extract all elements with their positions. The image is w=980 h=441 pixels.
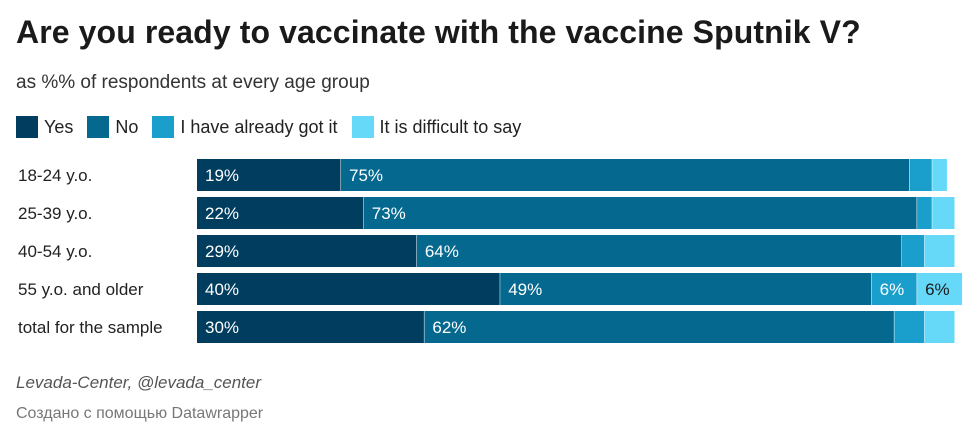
data-label-55-y-o-and-older-it-is-difficult-to-say: 6% xyxy=(925,280,950,299)
data-label-55-y-o-and-older-yes: 40% xyxy=(205,280,239,299)
bar-18-24-y-o-no xyxy=(341,159,910,191)
data-label-55-y-o-and-older-i-have-already-got-it: 6% xyxy=(880,280,905,299)
bar-total-for-the-sample-it-is-difficult-to-say xyxy=(924,311,955,343)
legend-item-no: No xyxy=(87,116,138,138)
bar-25-39-y-o-no xyxy=(363,197,917,229)
category-label-total-for-the-sample: total for the sample xyxy=(18,318,163,337)
bar-55-y-o-and-older-it-is-difficult-to-say xyxy=(917,273,963,305)
legend: Yes No I have already got it It is diffi… xyxy=(16,116,535,138)
chart-title: Are you ready to vaccinate with the vacc… xyxy=(16,14,861,50)
bar-25-39-y-o-it-is-difficult-to-say xyxy=(932,197,955,229)
bar-40-54-y-o-it-is-difficult-to-say xyxy=(924,235,955,267)
legend-item-difficult-to-say: It is difficult to say xyxy=(351,116,522,138)
bar-40-54-y-o-no xyxy=(416,235,902,267)
bar-total-for-the-sample-i-have-already-got-it xyxy=(894,311,925,343)
data-label-total-for-the-sample-yes: 30% xyxy=(205,318,239,337)
bar-40-54-y-o-yes xyxy=(197,235,417,267)
bar-total-for-the-sample-no xyxy=(424,311,894,343)
legend-swatch-yes xyxy=(16,116,38,138)
legend-swatch-difficult-to-say xyxy=(351,116,374,138)
data-label-25-39-y-o-no: 73% xyxy=(372,204,406,223)
legend-item-already-got-it: I have already got it xyxy=(152,116,338,138)
bar-18-24-y-o-it-is-difficult-to-say xyxy=(932,159,947,191)
bar-18-24-y-o-i-have-already-got-it xyxy=(909,159,932,191)
bar-55-y-o-and-older-yes xyxy=(197,273,500,305)
bar-25-39-y-o-yes xyxy=(197,197,364,229)
legend-label-no: No xyxy=(115,116,139,137)
bar-55-y-o-and-older-i-have-already-got-it xyxy=(871,273,917,305)
source-note: Levada-Center, @levada_center xyxy=(16,373,262,392)
data-label-40-54-y-o-yes: 29% xyxy=(205,242,239,261)
data-label-total-for-the-sample-no: 62% xyxy=(432,318,466,337)
chart-subtitle: as %% of respondents at every age group xyxy=(16,72,370,93)
category-label-55-y-o-and-older: 55 y.o. and older xyxy=(18,280,144,299)
legend-swatch-already-got-it xyxy=(152,116,175,138)
bar-40-54-y-o-i-have-already-got-it xyxy=(901,235,925,267)
data-label-18-24-y-o-yes: 19% xyxy=(205,166,239,185)
legend-swatch-no xyxy=(87,116,110,138)
bar-18-24-y-o-yes xyxy=(197,159,341,191)
category-label-40-54-y-o: 40-54 y.o. xyxy=(18,242,92,261)
data-label-18-24-y-o-no: 75% xyxy=(349,166,383,185)
credit-note: Создано с помощью Datawrapper xyxy=(16,405,264,422)
bar-55-y-o-and-older-no xyxy=(500,273,872,305)
data-label-55-y-o-and-older-no: 49% xyxy=(508,280,542,299)
category-label-18-24-y-o: 18-24 y.o. xyxy=(18,166,92,185)
category-label-25-39-y-o: 25-39 y.o. xyxy=(18,204,92,223)
data-label-40-54-y-o-no: 64% xyxy=(425,242,459,261)
data-label-25-39-y-o-yes: 22% xyxy=(205,204,239,223)
bar-25-39-y-o-i-have-already-got-it xyxy=(917,197,932,229)
legend-label-already-got-it: I have already got it xyxy=(180,116,338,137)
legend-item-yes: Yes xyxy=(16,116,73,138)
legend-label-yes: Yes xyxy=(44,116,74,137)
bar-total-for-the-sample-yes xyxy=(197,311,424,343)
legend-label-difficult-to-say: It is difficult to say xyxy=(379,116,522,137)
